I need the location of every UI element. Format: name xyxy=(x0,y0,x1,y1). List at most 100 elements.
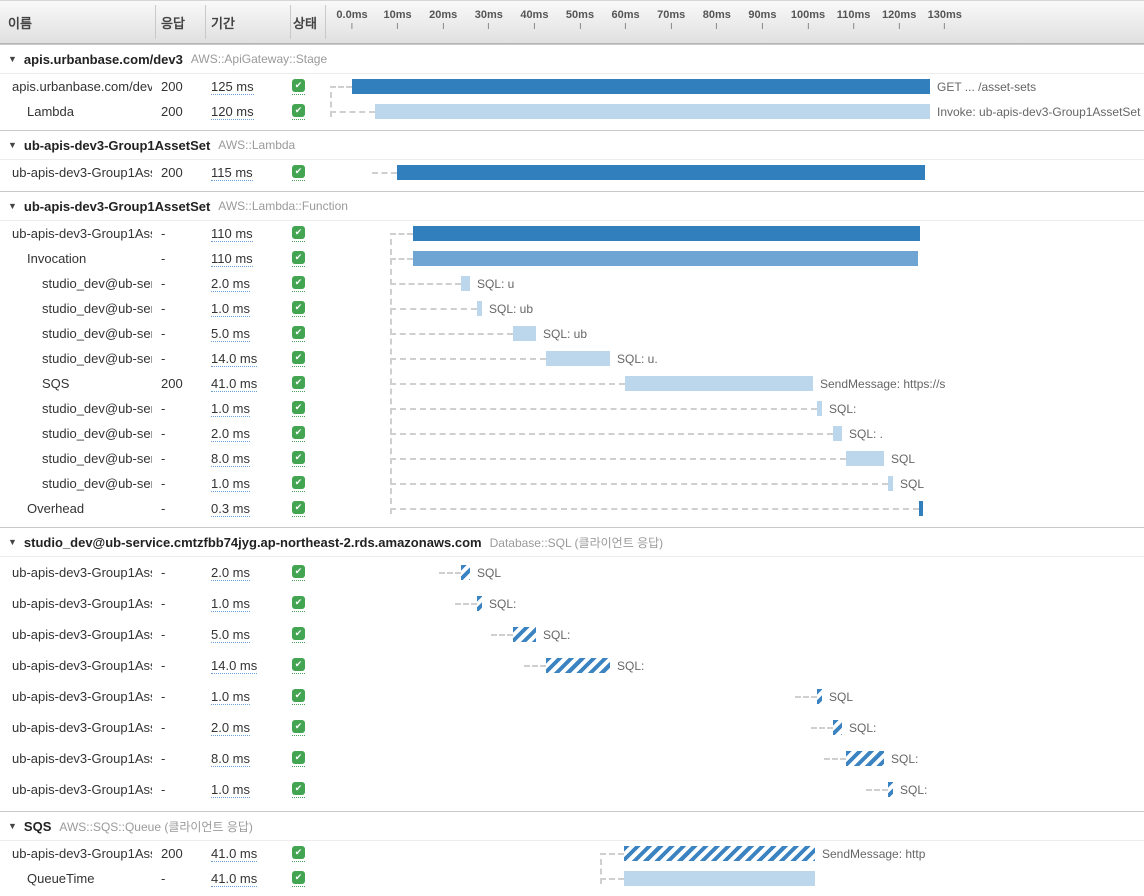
check-icon[interactable]: ✔ xyxy=(292,870,305,884)
check-icon[interactable]: ✔ xyxy=(292,225,305,239)
row-duration-value[interactable]: 125 ms xyxy=(211,78,254,95)
status-ok-wrap[interactable]: ✔ xyxy=(292,400,305,417)
collapse-triangle-icon[interactable]: ▼ xyxy=(8,54,17,64)
check-icon[interactable]: ✔ xyxy=(292,300,305,314)
status-ok-wrap[interactable]: ✔ xyxy=(292,657,305,674)
row-duration-value[interactable]: 5.0 ms xyxy=(211,325,251,342)
row-duration-value[interactable]: 2.0 ms xyxy=(211,564,251,581)
trace-row[interactable]: ub-apis-dev3-Group1AssetSet- 8.0 ms ✔ SQL: xyxy=(0,743,1144,774)
trace-row[interactable]: QueueTime - 41.0 ms ✔ xyxy=(0,866,1144,891)
row-duration-value[interactable]: 14.0 ms xyxy=(211,657,258,674)
check-icon[interactable]: ✔ xyxy=(292,400,305,414)
timeline-bar[interactable] xyxy=(624,871,815,886)
check-icon[interactable]: ✔ xyxy=(292,425,305,439)
trace-row[interactable]: ub-apis-dev3-Group1AssetSet- 2.0 ms ✔ SQL: xyxy=(0,712,1144,743)
row-duration-value[interactable]: 8.0 ms xyxy=(211,750,251,767)
section-header[interactable]: ▼ ub-apis-dev3-Group1AssetSet AWS::Lambda xyxy=(0,131,1144,160)
status-ok-wrap[interactable]: ✔ xyxy=(292,626,305,643)
row-duration-value[interactable]: 1.0 ms xyxy=(211,300,251,317)
trace-row[interactable]: ub-apis-dev3-Group1AssetSet- 1.0 ms ✔ SQL: xyxy=(0,774,1144,805)
row-duration-value[interactable]: 8.0 ms xyxy=(211,450,251,467)
status-ok-wrap[interactable]: ✔ xyxy=(292,325,305,342)
section-header[interactable]: ▼ SQS AWS::SQS::Queue (클라이언트 응답) xyxy=(0,812,1144,841)
check-icon[interactable]: ✔ xyxy=(292,595,305,609)
timeline-bar[interactable] xyxy=(413,226,920,241)
row-duration-value[interactable]: 110 ms xyxy=(211,250,253,267)
section-header[interactable]: ▼ apis.urbanbase.com/dev3 AWS::ApiGateway:… xyxy=(0,45,1144,74)
row-duration-value[interactable]: 1.0 ms xyxy=(211,475,251,492)
check-icon[interactable]: ✔ xyxy=(292,688,305,702)
status-ok-wrap[interactable]: ✔ xyxy=(292,475,305,492)
status-ok-wrap[interactable]: ✔ xyxy=(292,845,305,862)
row-duration-value[interactable]: 41.0 ms xyxy=(211,375,258,392)
collapse-triangle-icon[interactable]: ▼ xyxy=(8,140,17,150)
timeline-bar[interactable]: SQL xyxy=(817,689,853,704)
trace-row[interactable]: ub-apis-dev3-Group1AssetSet- 2.0 ms ✔ SQL xyxy=(0,557,1144,588)
check-icon[interactable]: ✔ xyxy=(292,781,305,795)
status-ok-wrap[interactable]: ✔ xyxy=(292,78,305,95)
row-duration-value[interactable]: 2.0 ms xyxy=(211,719,251,736)
timeline-bar[interactable]: GET ... /asset-sets xyxy=(352,79,1036,94)
check-icon[interactable]: ✔ xyxy=(292,375,305,389)
status-ok-wrap[interactable]: ✔ xyxy=(292,103,305,120)
status-ok-wrap[interactable]: ✔ xyxy=(292,719,305,736)
timeline-bar[interactable]: SQL: ub xyxy=(477,301,533,316)
status-ok-wrap[interactable]: ✔ xyxy=(292,300,305,317)
timeline-bar[interactable]: SendMessage: http xyxy=(624,846,925,861)
trace-row[interactable]: studio_dev@ub-service.cmtzfbb74jyg.ap-no… xyxy=(0,296,1144,321)
check-icon[interactable]: ✔ xyxy=(292,657,305,671)
status-ok-wrap[interactable]: ✔ xyxy=(292,750,305,767)
trace-row[interactable]: studio_dev@ub-service.cmtzfbb74jyg.ap-no… xyxy=(0,471,1144,496)
check-icon[interactable]: ✔ xyxy=(292,275,305,289)
check-icon[interactable]: ✔ xyxy=(292,500,305,514)
status-ok-wrap[interactable]: ✔ xyxy=(292,275,305,292)
check-icon[interactable]: ✔ xyxy=(292,719,305,733)
trace-row[interactable]: Lambda 200 120 ms ✔ Invoke: ub-apis-dev3-Gro… xyxy=(0,99,1144,124)
status-ok-wrap[interactable]: ✔ xyxy=(292,225,305,242)
status-ok-wrap[interactable]: ✔ xyxy=(292,425,305,442)
check-icon[interactable]: ✔ xyxy=(292,845,305,859)
row-duration-value[interactable]: 2.0 ms xyxy=(211,425,251,442)
trace-row[interactable]: ub-apis-dev3-Group1AssetSet- 5.0 ms ✔ SQL: xyxy=(0,619,1144,650)
status-ok-wrap[interactable]: ✔ xyxy=(292,450,305,467)
check-icon[interactable]: ✔ xyxy=(292,750,305,764)
timeline-bar[interactable]: SQL: xyxy=(888,782,927,797)
status-ok-wrap[interactable]: ✔ xyxy=(292,564,305,581)
timeline-bar[interactable] xyxy=(413,251,918,266)
trace-row[interactable]: studio_dev@ub-service.cmtzfbb74jyg.ap-no… xyxy=(0,396,1144,421)
section-header[interactable]: ▼ studio_dev@ub-service.cmtzfbb74jyg.ap-n… xyxy=(0,528,1144,557)
status-ok-wrap[interactable]: ✔ xyxy=(292,870,305,887)
status-ok-wrap[interactable]: ✔ xyxy=(292,781,305,798)
row-duration-value[interactable]: 2.0 ms xyxy=(211,275,251,292)
trace-row[interactable]: studio_dev@ub-service.cmtzfbb74jyg.ap-no… xyxy=(0,346,1144,371)
trace-row[interactable]: ub-apis-dev3-Group1AssetSet- 110 ms ✔ xyxy=(0,221,1144,246)
timeline-bar[interactable] xyxy=(397,165,925,180)
row-duration-value[interactable]: 41.0 ms xyxy=(211,845,258,862)
row-duration-value[interactable]: 1.0 ms xyxy=(211,688,251,705)
trace-row[interactable]: ub-apis-dev3-Group1AssetSet- 1.0 ms ✔ SQL xyxy=(0,681,1144,712)
row-duration-value[interactable]: 110 ms xyxy=(211,225,253,242)
check-icon[interactable]: ✔ xyxy=(292,475,305,489)
status-ok-wrap[interactable]: ✔ xyxy=(292,595,305,612)
row-duration-value[interactable]: 5.0 ms xyxy=(211,626,251,643)
timeline-bar[interactable] xyxy=(919,501,923,516)
row-duration-value[interactable]: 1.0 ms xyxy=(211,400,251,417)
timeline-bar[interactable]: SQL: u. xyxy=(546,351,658,366)
row-duration-value[interactable]: 1.0 ms xyxy=(211,595,251,612)
timeline-bar[interactable]: SQL xyxy=(461,565,501,580)
trace-row[interactable]: studio_dev@ub-service.cmtzfbb74jyg.ap-no… xyxy=(0,271,1144,296)
timeline-bar[interactable]: SQL: ub xyxy=(513,326,587,341)
check-icon[interactable]: ✔ xyxy=(292,103,305,117)
trace-row[interactable]: studio_dev@ub-service.cmtzfbb74jyg.ap-no… xyxy=(0,321,1144,346)
trace-row[interactable]: studio_dev@ub-service.cmtzfbb74jyg.ap-no… xyxy=(0,446,1144,471)
timeline-bar[interactable]: Invoke: ub-apis-dev3-Group1AssetSet xyxy=(375,104,1140,119)
collapse-triangle-icon[interactable]: ▼ xyxy=(8,201,17,211)
status-ok-wrap[interactable]: ✔ xyxy=(292,500,305,517)
row-duration-value[interactable]: 41.0 ms xyxy=(211,870,258,887)
row-duration-value[interactable]: 1.0 ms xyxy=(211,781,251,798)
timeline-bar[interactable]: SQL xyxy=(888,476,924,491)
trace-row[interactable]: Overhead - 0.3 ms ✔ xyxy=(0,496,1144,521)
check-icon[interactable]: ✔ xyxy=(292,164,305,178)
trace-row[interactable]: ub-apis-dev3-Group1AssetSet 200 41.0 ms ✔ Se… xyxy=(0,841,1144,866)
row-duration-value[interactable]: 0.3 ms xyxy=(211,500,251,517)
